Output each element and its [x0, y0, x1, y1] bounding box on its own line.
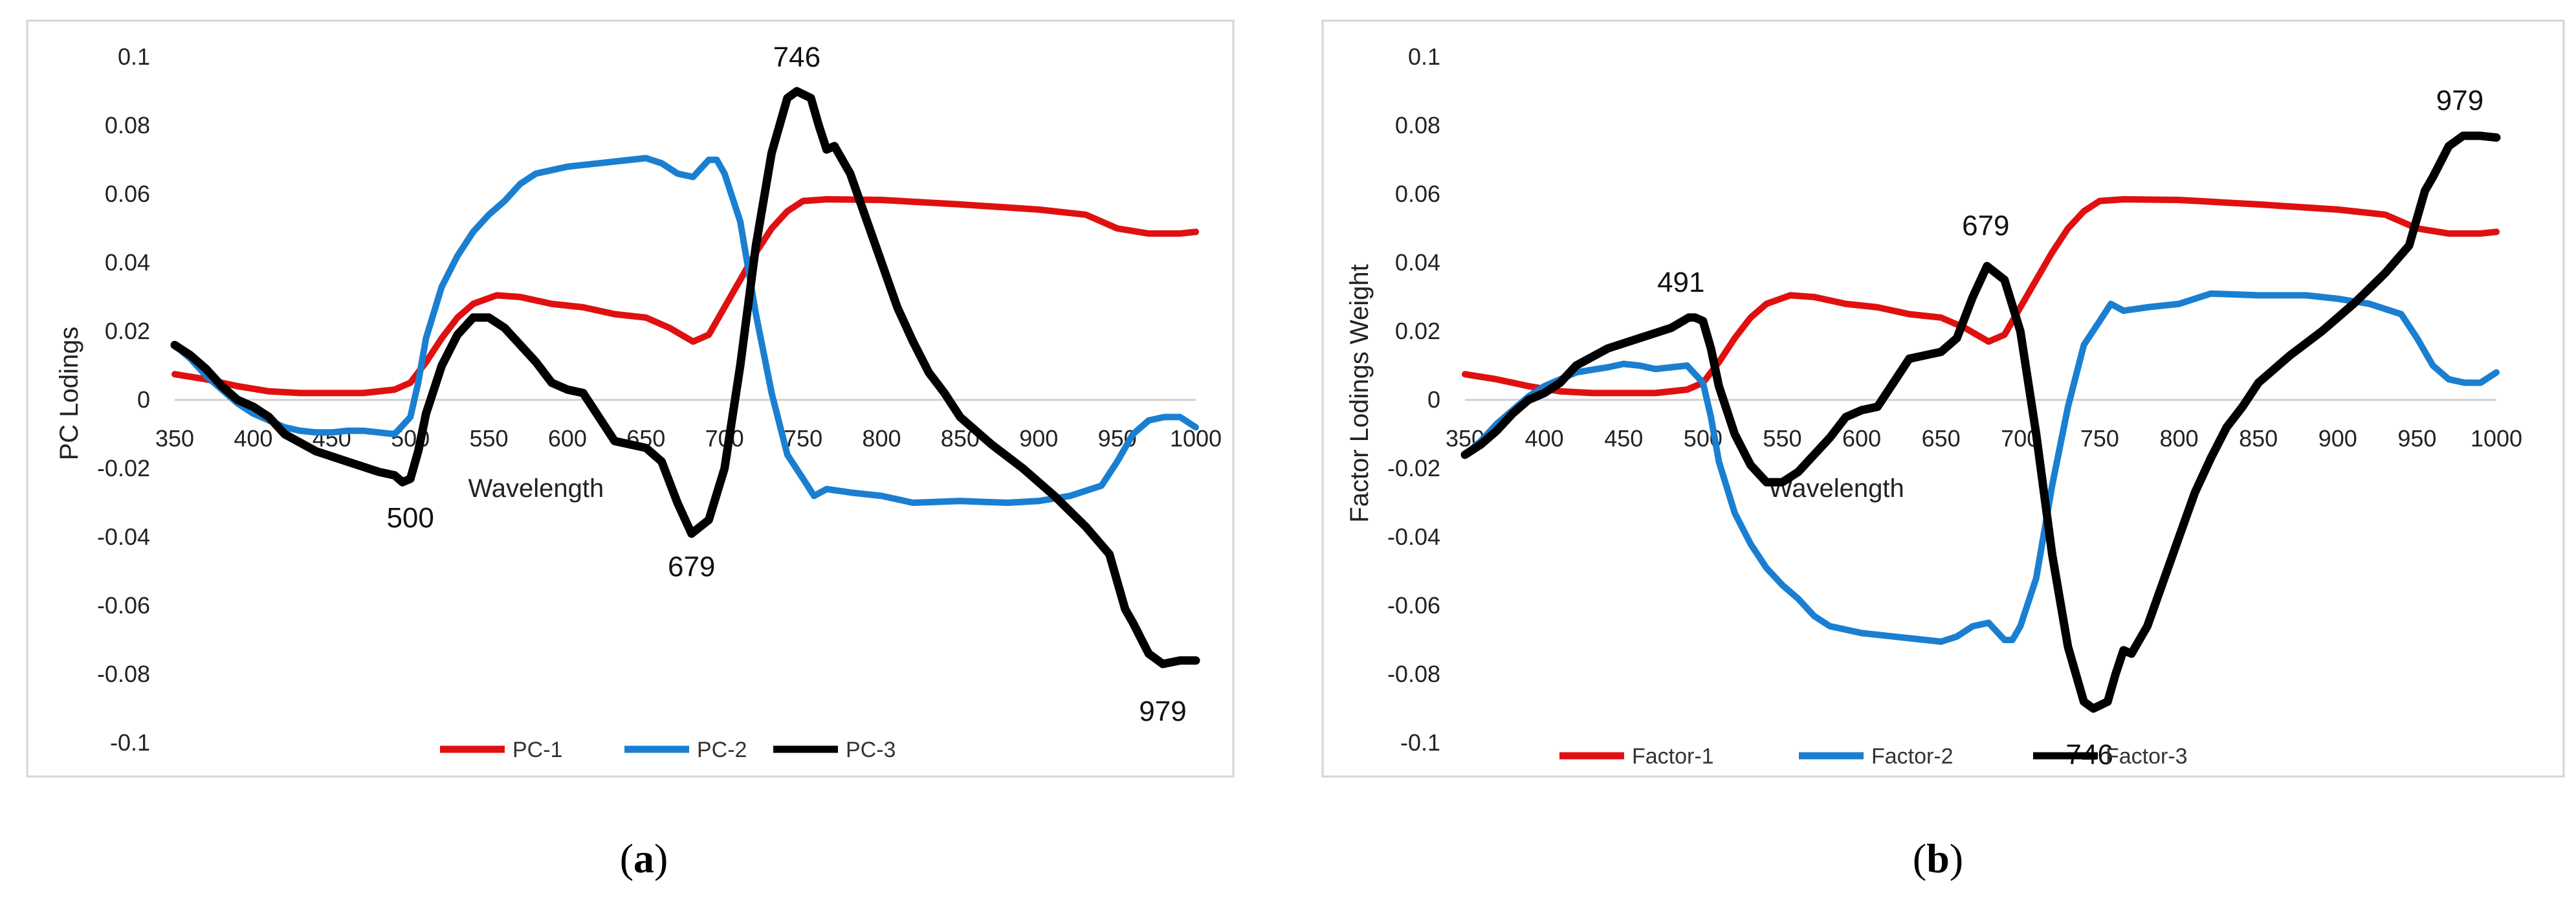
- x-axis-title: Wavelength: [468, 474, 604, 503]
- y-tick-label: 0.08: [1395, 112, 1440, 138]
- y-tick-label: -0.06: [97, 592, 150, 619]
- legend-label: Factor-2: [1871, 744, 1954, 769]
- series-line-pc-1: [171, 196, 1199, 397]
- y-tick-label: -0.04: [97, 523, 150, 550]
- legend-label: PC-2: [697, 738, 747, 762]
- x-tick-label: 650: [1922, 425, 1961, 452]
- y-tick-label: 0.02: [105, 318, 150, 344]
- y-tick-label: 0.04: [105, 249, 150, 276]
- legend-label: PC-1: [512, 738, 562, 762]
- x-tick-label: 550: [1763, 425, 1801, 452]
- x-tick-label: 450: [1604, 425, 1643, 452]
- annotation-label: 491: [1657, 267, 1704, 298]
- y-tick-label: -0.08: [97, 661, 150, 687]
- y-tick-label: 0.06: [105, 181, 150, 207]
- y-axis-title: Factor Lodings Weight: [1345, 264, 1374, 522]
- x-tick-label: 600: [1842, 425, 1881, 452]
- x-tick-label: 750: [2080, 425, 2119, 452]
- y-tick-label: 0: [1427, 386, 1440, 413]
- y-tick-label: 0.04: [1395, 249, 1440, 276]
- y-tick-label: 0.06: [1395, 181, 1440, 207]
- y-tick-label: 0.02: [1395, 318, 1440, 344]
- y-tick-label: 0.1: [1408, 43, 1440, 70]
- series-line-pc-3: [170, 87, 1200, 668]
- annotation-label: 679: [668, 551, 715, 583]
- x-tick-label: 350: [155, 425, 194, 452]
- y-tick-label: 0.08: [105, 112, 150, 138]
- chart-frame: [26, 19, 1235, 778]
- x-tick-label: 900: [1019, 425, 1058, 452]
- y-tick-label: -0.1: [110, 729, 150, 756]
- y-tick-label: -0.02: [97, 455, 150, 481]
- series-line-factor-3: [1460, 131, 2501, 713]
- x-tick-label: 1000: [2471, 425, 2522, 452]
- chart-frame: [1321, 19, 2565, 778]
- annotation-label: 500: [386, 502, 434, 534]
- x-tick-label: 600: [548, 425, 587, 452]
- x-tick-label: 800: [2159, 425, 2198, 452]
- x-tick-label: 400: [1525, 425, 1564, 452]
- x-tick-label: 850: [2239, 425, 2278, 452]
- legend-label: PC-3: [846, 738, 896, 762]
- y-tick-label: 0: [137, 386, 150, 413]
- legend-label: Factor-3: [2106, 744, 2188, 769]
- x-tick-label: 800: [862, 425, 901, 452]
- y-tick-label: -0.02: [1387, 455, 1440, 481]
- series-line-pc-2: [171, 155, 1199, 506]
- x-tick-label: 900: [2318, 425, 2357, 452]
- y-tick-label: -0.08: [1387, 661, 1440, 687]
- x-tick-label: 950: [2397, 425, 2436, 452]
- annotation-label: 979: [1139, 696, 1186, 727]
- y-tick-label: -0.06: [1387, 592, 1440, 619]
- y-tick-label: -0.1: [1400, 729, 1440, 756]
- annotation-label: 746: [773, 41, 820, 73]
- series-line-factor-1: [1462, 196, 2500, 397]
- annotation-label: 979: [2436, 85, 2483, 116]
- x-tick-label: 550: [469, 425, 508, 452]
- figure-caption: (a): [620, 835, 668, 881]
- y-tick-label: -0.04: [1387, 523, 1440, 550]
- figure-caption: (b): [1913, 835, 1963, 881]
- x-tick-label: 750: [784, 425, 822, 452]
- panel-a: 0.1 0.08 0.06 0.04 0.02 0 -0.02 -0.04 -0.06 -0.08…: [26, 19, 1235, 881]
- panel-b: 0.1 0.08 0.06 0.04 0.02 0 -0.02 -0.04 -0.06 -0.08…: [1321, 19, 2565, 881]
- series-line-factor-2: [1462, 290, 2500, 645]
- y-tick-label: 0.1: [118, 43, 150, 70]
- y-axis-title: PC Lodings: [55, 327, 83, 461]
- legend-label: Factor-1: [1632, 744, 1714, 769]
- annotation-label: 679: [1962, 210, 2009, 241]
- x-tick-label: 400: [234, 425, 272, 452]
